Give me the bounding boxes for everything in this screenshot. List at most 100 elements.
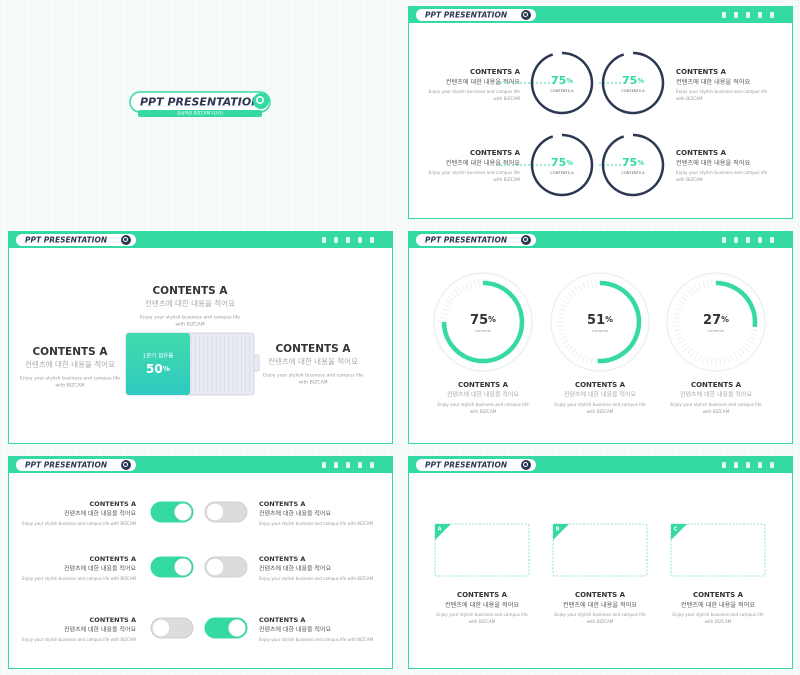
- gauge-tick: [747, 339, 754, 344]
- block-body: Enjoy your stylish business and campus l…: [672, 612, 764, 617]
- gauge-tick: [562, 339, 569, 344]
- gauge-tick: [448, 296, 455, 302]
- block-body: Enjoy your stylish business and campus l…: [429, 170, 521, 175]
- search-glass: [523, 462, 528, 467]
- header-icon: [770, 12, 774, 18]
- block-title: CONTENTS A: [575, 591, 626, 599]
- gauge-tick: [465, 282, 469, 290]
- block-title: CONTENTS A: [275, 343, 351, 355]
- header-icon: [322, 462, 326, 468]
- card-box: [552, 523, 648, 577]
- block-title: CONTENTS A: [90, 555, 136, 563]
- header-icon: [370, 237, 374, 243]
- block-title: CONTENTS A: [457, 591, 508, 599]
- ring-percent: 75%: [622, 74, 644, 87]
- percent-unit: %: [566, 159, 573, 167]
- header-icon: [758, 12, 762, 18]
- percent-unit: %: [637, 77, 644, 85]
- card-box: [434, 523, 530, 577]
- header-title: PPT PRESENTATION: [25, 236, 108, 245]
- gauge-tick: [559, 332, 566, 336]
- gauge-tick: [673, 329, 681, 332]
- cover-subtitle: 감성적인 BIZCAM 디자인: [177, 110, 223, 117]
- gauge-tick: [440, 312, 448, 315]
- gauge-tick: [562, 300, 569, 305]
- card-tag: [435, 524, 451, 540]
- block-body: Enjoy your stylish business and campus l…: [436, 612, 528, 617]
- block-body: Enjoy your stylish business and campus l…: [259, 521, 373, 526]
- percent-unit: %: [637, 159, 644, 167]
- percent-value: 51: [587, 313, 605, 328]
- header-icon: [334, 237, 338, 243]
- header-icon: [722, 462, 726, 468]
- toggle-knob: [206, 503, 224, 521]
- gauge-tick: [473, 279, 476, 287]
- gauge-tick: [681, 342, 688, 348]
- header-pill: [416, 234, 536, 246]
- header-title: PPT PRESENTATION: [425, 11, 508, 20]
- block-title: CONTENTS A: [470, 149, 521, 157]
- search-icon: [521, 10, 531, 20]
- block-body: Enjoy your stylish business and campus l…: [676, 89, 768, 94]
- battery-cap: [253, 354, 260, 372]
- gauge-tick: [681, 296, 688, 302]
- gauge-tick: [571, 348, 577, 355]
- cover-search: [253, 93, 269, 109]
- header-icon: [370, 462, 374, 468]
- card-tag-letter: B: [556, 527, 560, 533]
- toggle-knob: [206, 558, 224, 576]
- block-body: with BIZCAM: [493, 96, 520, 101]
- gauge-tick: [675, 308, 682, 312]
- gauge-tick: [678, 300, 685, 305]
- ring-arc: [601, 51, 665, 115]
- card-tag-letter: C: [674, 527, 678, 533]
- slide-frame: [8, 456, 393, 669]
- header-title: PPT PRESENTATION: [425, 461, 508, 470]
- percent-unit: %: [488, 315, 496, 324]
- block-title: CONTENTS A: [259, 500, 305, 508]
- ring-label: CONTENTS A: [550, 171, 574, 175]
- ring-label: CONTENTS A: [621, 89, 645, 93]
- gauge-tick: [676, 336, 684, 340]
- gauge-arc: [715, 280, 758, 328]
- block-body: with BIZCAM: [469, 619, 496, 624]
- toggle-knob: [152, 619, 170, 637]
- gauge-tick: [567, 293, 574, 299]
- gauge-tick: [582, 354, 586, 362]
- block-title: CONTENTS A: [693, 591, 744, 599]
- block-title: CONTENTS A: [676, 149, 727, 157]
- ring-label: CONTENTS A: [550, 89, 574, 93]
- block-subtitle: 컨텐츠에 대한 내용을 적어요: [268, 356, 358, 366]
- gauge-tick: [582, 282, 586, 290]
- gauge-tick: [683, 345, 690, 351]
- toggle-knob: [174, 558, 192, 576]
- gauge-tick: [559, 308, 566, 312]
- battery-percent: 50%: [146, 362, 170, 376]
- block-subtitle: 컨텐츠에 대한 내용을 적어요: [447, 391, 519, 399]
- gauge-tick: [574, 350, 580, 357]
- gauge-tick: [675, 332, 682, 336]
- block-body: Enjoy your stylish business and campus l…: [259, 576, 373, 581]
- block-body: with BIZCAM: [703, 409, 730, 414]
- gauge-label: contents: [708, 328, 725, 333]
- block-body: with BIZCAM: [587, 619, 614, 624]
- gauge-label: contents: [592, 328, 609, 333]
- gauge-tick: [560, 304, 568, 308]
- gauge-tick: [557, 325, 565, 327]
- gauge-tick: [678, 339, 685, 344]
- block-title: CONTENTS A: [458, 381, 509, 389]
- block-title: CONTENTS A: [32, 346, 108, 358]
- gauge-tick: [565, 296, 572, 302]
- toggle-knob: [174, 503, 192, 521]
- header-icon: [746, 237, 750, 243]
- block-body: Enjoy your stylish business and campus l…: [22, 521, 136, 526]
- gauge-tick: [739, 348, 745, 355]
- gauge-tick: [557, 312, 565, 315]
- card-box: [670, 523, 766, 577]
- header-icon: [358, 462, 362, 468]
- percent-value: 75: [470, 313, 488, 328]
- gauge-tick: [751, 329, 759, 332]
- gauge-tick: [702, 281, 706, 288]
- gauge-tick: [571, 289, 577, 296]
- block-body: Enjoy your stylish business and campus l…: [437, 402, 529, 407]
